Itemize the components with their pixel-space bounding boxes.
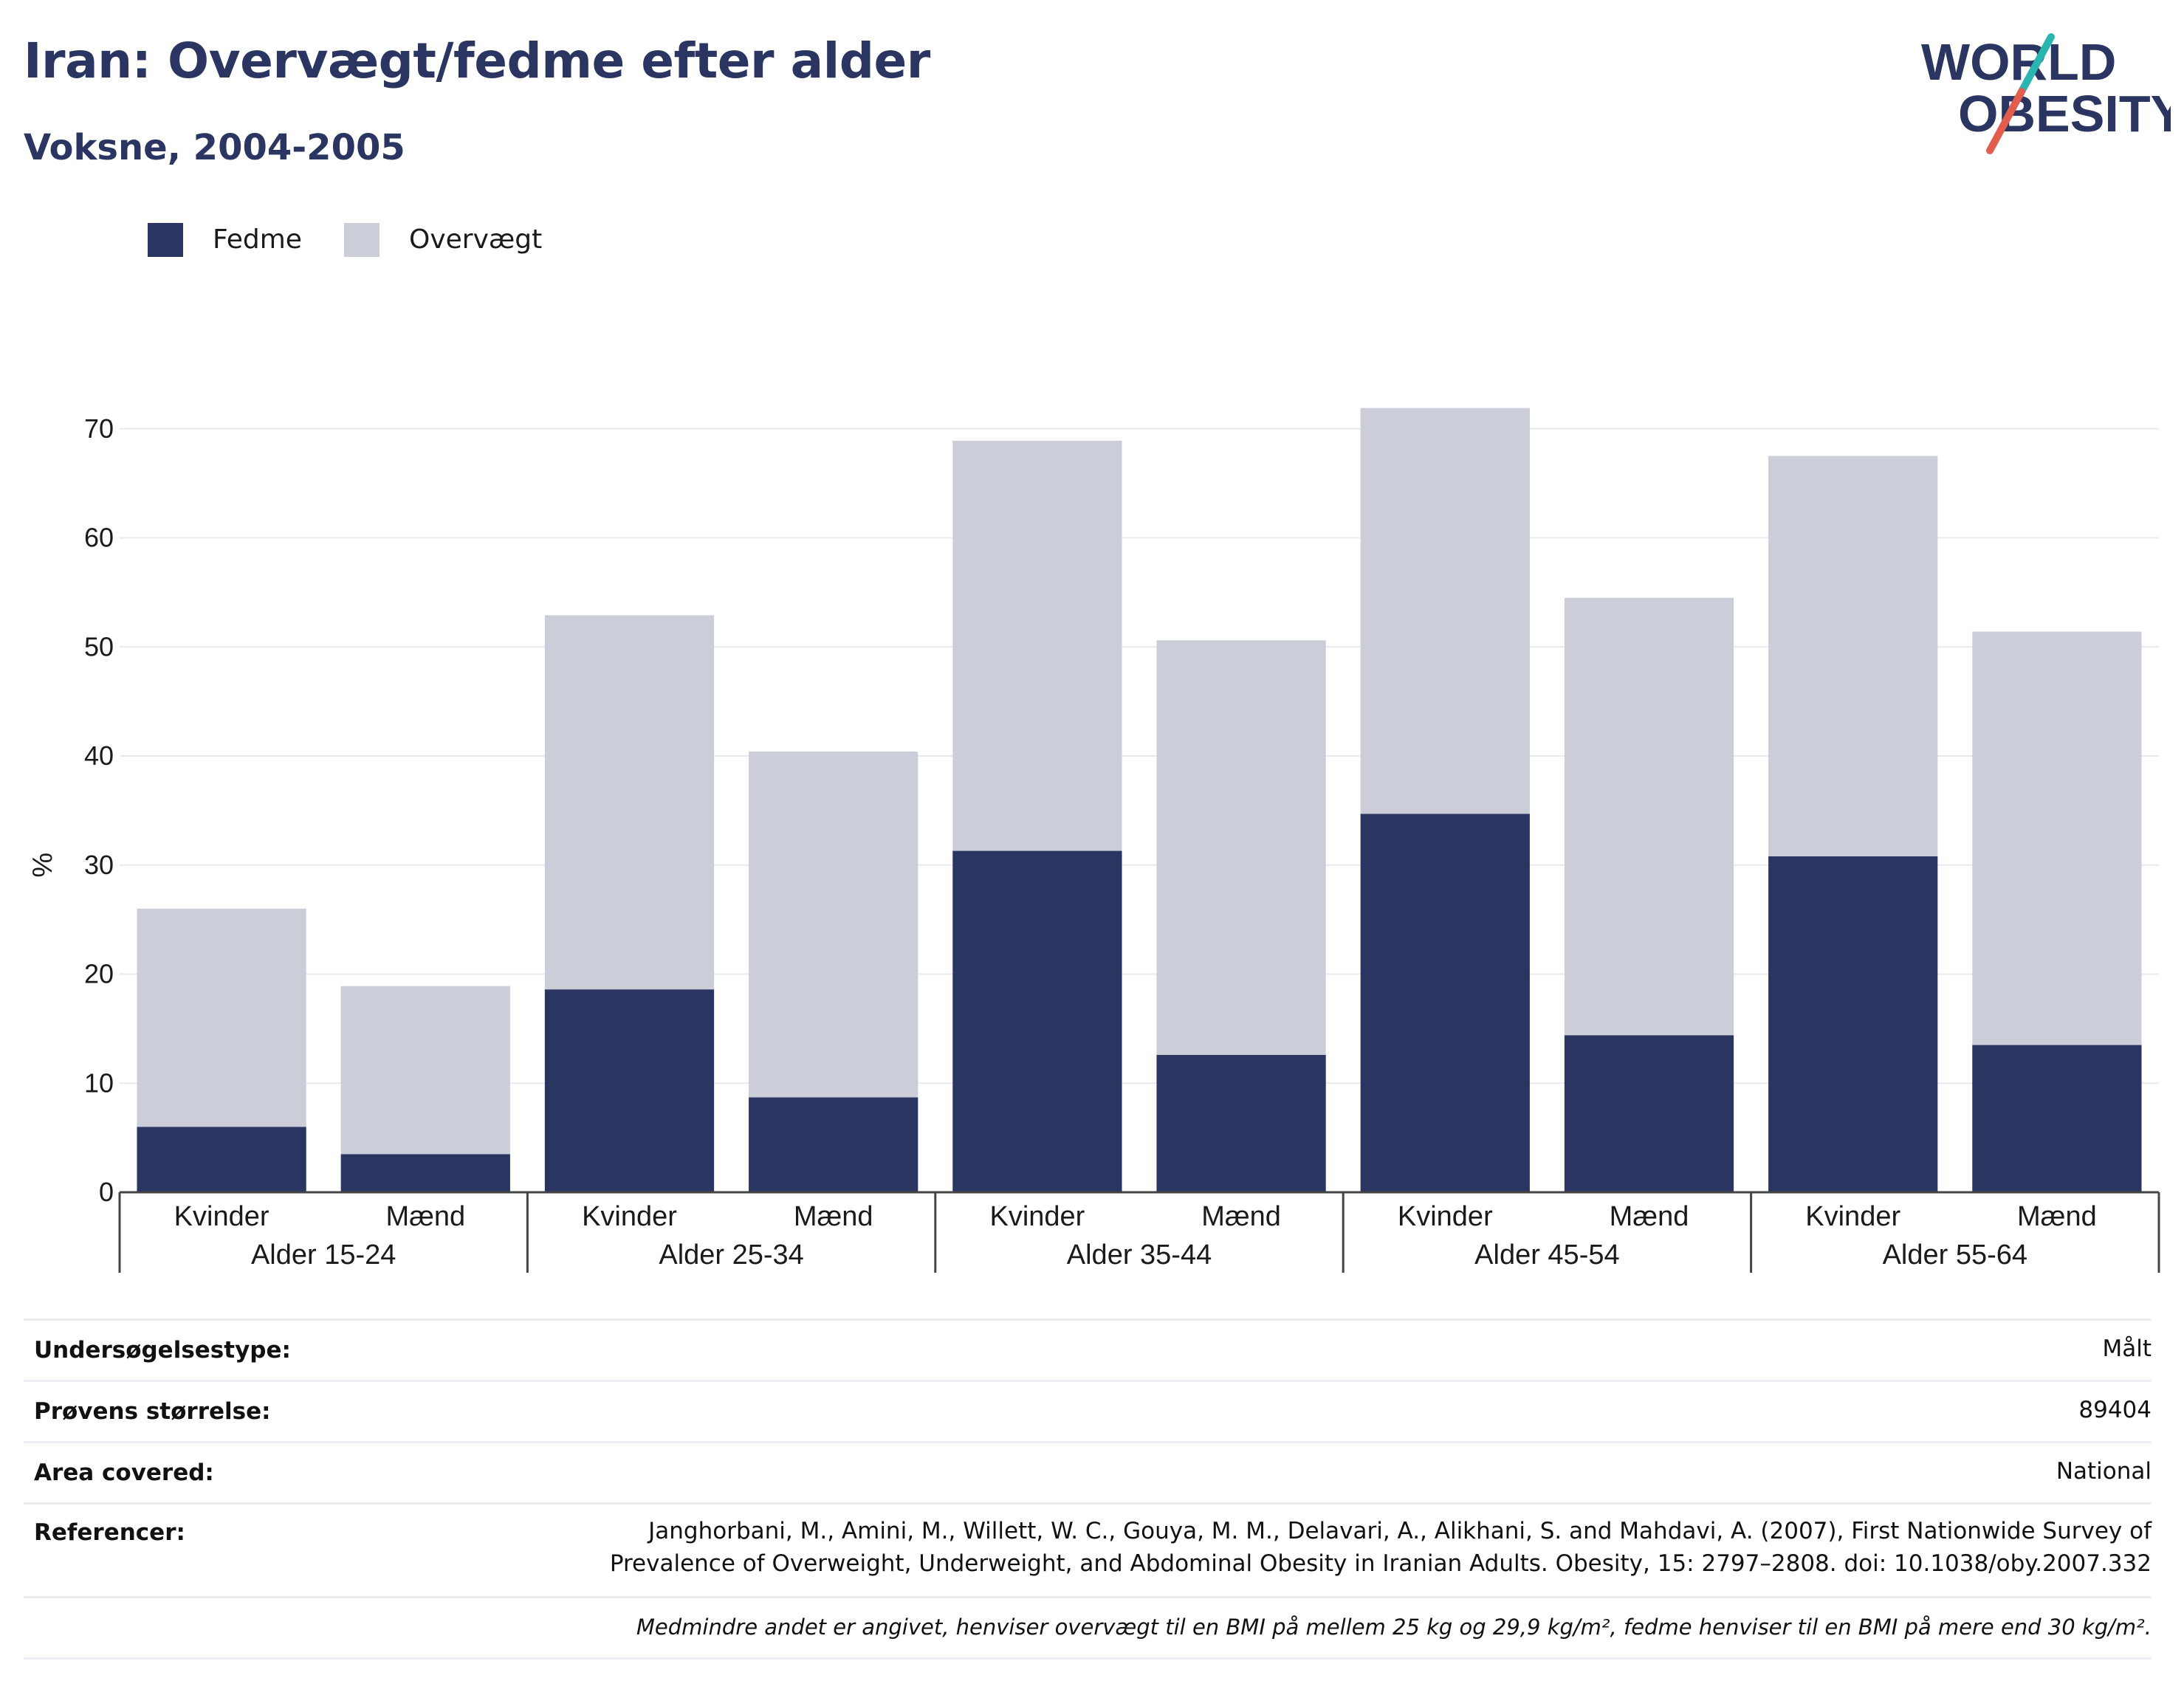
- info-label: Area covered:: [34, 1460, 214, 1486]
- logo-slash-red: [1986, 88, 2025, 154]
- legend-swatch-fedme: [148, 223, 183, 257]
- info-row-survey-type: Undersøgelsestype: Målt: [24, 1318, 2152, 1380]
- logo-text-world: WORLD: [1921, 33, 2116, 91]
- x-group-label: Alder 35-44: [1067, 1240, 1212, 1271]
- page-title: Iran: Overvægt/fedme efter alder: [24, 32, 930, 89]
- x-category-label: Mænd: [794, 1201, 873, 1232]
- bar-overvaegt: [1564, 597, 1734, 1036]
- info-row-footnote: Medmindre andet er angivet, henviser ove…: [24, 1596, 2152, 1660]
- bar-fedme: [952, 850, 1122, 1192]
- legend-label-fedme: Fedme: [213, 224, 302, 255]
- bar-overvaegt: [1972, 631, 2142, 1045]
- info-row-area: Area covered: National: [24, 1441, 2152, 1502]
- bar-fedme: [1360, 814, 1530, 1192]
- info-value: Målt: [2102, 1335, 2152, 1362]
- bar-fedme: [137, 1127, 306, 1192]
- x-group-label: Alder 15-24: [251, 1240, 396, 1271]
- y-tick-label: 70: [84, 413, 114, 444]
- x-category-label: Kvinder: [174, 1201, 269, 1232]
- info-value: National: [2056, 1458, 2152, 1485]
- legend-swatch-overvaegt: [344, 223, 380, 257]
- bar-overvaegt: [1360, 408, 1530, 814]
- bar-overvaegt: [1768, 455, 1938, 856]
- info-value-reference-line1: Janghorbani, M., Amini, M., Willett, W. …: [648, 1518, 2152, 1544]
- bar-fedme: [1972, 1045, 2142, 1192]
- info-value: 89404: [2078, 1397, 2152, 1423]
- legend-label-overvaegt: Overvægt: [409, 224, 543, 255]
- info-row-sample-size: Prøvens størrelse: 89404: [24, 1380, 2152, 1441]
- y-axis-label: %: [27, 853, 58, 878]
- x-category-label: Mænd: [1201, 1201, 1281, 1232]
- bar-overvaegt: [340, 986, 510, 1155]
- bar-fedme: [1768, 856, 1938, 1192]
- bar-overvaegt: [1156, 640, 1326, 1055]
- x-group-label: Alder 45-54: [1474, 1240, 1619, 1271]
- info-label: Undersøgelsestype:: [34, 1337, 291, 1364]
- x-category-label: Mænd: [385, 1201, 465, 1232]
- bar-overvaegt: [137, 908, 306, 1127]
- y-tick-label: 60: [84, 523, 114, 553]
- y-tick-label: 20: [84, 959, 114, 989]
- info-label: Referencer:: [34, 1519, 185, 1546]
- x-category-label: Kvinder: [989, 1201, 1085, 1232]
- info-label: Prøvens størrelse:: [34, 1398, 271, 1425]
- x-category-label: Mænd: [1610, 1201, 1689, 1232]
- stacked-bar-chart: 0 10 20 30 40 50 60 70% Kvinder Mænd Kvinder Mænd Kv…: [27, 408, 2160, 1273]
- x-category-label: Kvinder: [1805, 1201, 1900, 1232]
- y-tick-label: 50: [84, 631, 114, 661]
- bar-fedme: [340, 1154, 510, 1192]
- bar-fedme: [1156, 1054, 1326, 1192]
- info-row-references: Referencer: Janghorbani, M., Amini, M., …: [24, 1502, 2152, 1596]
- info-value-reference-line2: Prevalence of Overweight, Underweight, a…: [609, 1550, 2152, 1577]
- y-tick-label: 10: [84, 1067, 114, 1098]
- bar-fedme: [1564, 1035, 1734, 1192]
- y-tick-label: 0: [99, 1177, 114, 1207]
- bar-fedme: [544, 989, 715, 1192]
- x-group-label: Alder 25-34: [659, 1240, 803, 1271]
- x-category-label: Mænd: [2017, 1201, 2097, 1232]
- x-category-label: Kvinder: [582, 1201, 677, 1232]
- logo-slash-teal: [2018, 33, 2055, 95]
- x-category-label: Kvinder: [1398, 1201, 1493, 1232]
- logo-text-obesity: OBESITY: [1958, 85, 2171, 142]
- bar-fedme: [749, 1097, 918, 1192]
- bar-overvaegt: [952, 441, 1122, 851]
- x-group-label: Alder 55-64: [1883, 1240, 2027, 1271]
- y-tick-label: 40: [84, 740, 114, 771]
- bar-overvaegt: [749, 752, 918, 1098]
- bar-overvaegt: [544, 615, 715, 990]
- info-table: Undersøgelsestype: Målt Prøvens størrels…: [24, 1318, 2152, 1660]
- y-tick-label: 30: [84, 850, 114, 880]
- footnote: Medmindre andet er angivet, henviser ove…: [636, 1615, 2152, 1640]
- page-subtitle: Voksne, 2004-2005: [24, 127, 405, 168]
- world-obesity-logo: WORLD OBESITY: [1921, 33, 2171, 154]
